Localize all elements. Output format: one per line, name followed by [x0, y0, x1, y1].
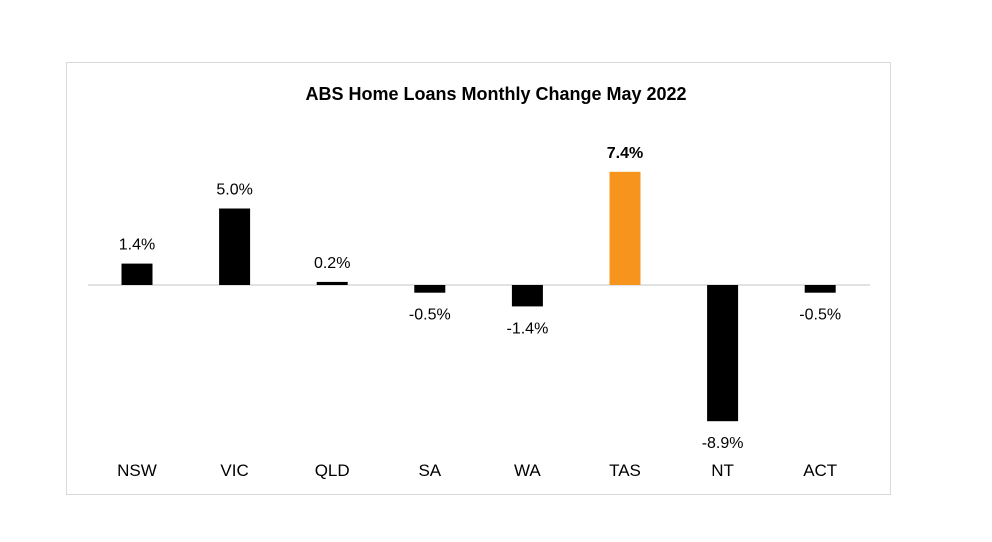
chart-frame	[66, 62, 891, 495]
category-label-wa: WA	[514, 461, 541, 480]
category-label-nsw: NSW	[117, 461, 157, 480]
bar-sa	[414, 285, 446, 293]
chart-title: ABS Home Loans Monthly Change May 2022	[305, 84, 687, 104]
bar-vic	[219, 208, 251, 285]
bar-qld	[316, 281, 348, 285]
data-label-sa: -0.5%	[409, 307, 451, 324]
category-label-act: ACT	[803, 461, 837, 480]
category-label-vic: VIC	[220, 461, 248, 480]
bar-act	[804, 285, 836, 293]
data-label-act: -0.5%	[799, 307, 841, 324]
data-label-nt: -8.9%	[702, 435, 744, 452]
data-label-nsw: 1.4%	[119, 237, 155, 254]
bar-wa	[511, 285, 543, 307]
category-label-tas: TAS	[609, 461, 641, 480]
category-label-sa: SA	[418, 461, 441, 480]
category-label-nt: NT	[711, 461, 734, 480]
data-label-tas: 7.4%	[607, 145, 643, 162]
bar-nsw	[121, 263, 153, 285]
data-label-qld: 0.2%	[314, 255, 350, 272]
bar-tas	[609, 171, 641, 285]
bar-nt	[707, 285, 739, 422]
data-label-vic: 5.0%	[216, 182, 252, 199]
data-label-wa: -1.4%	[507, 320, 549, 337]
category-label-qld: QLD	[315, 461, 350, 480]
